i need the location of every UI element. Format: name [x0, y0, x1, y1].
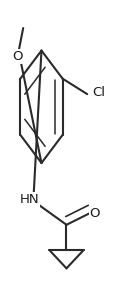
Text: O: O [90, 207, 100, 220]
Text: HN: HN [20, 193, 39, 206]
Text: O: O [12, 50, 23, 63]
Text: Cl: Cl [92, 86, 105, 99]
